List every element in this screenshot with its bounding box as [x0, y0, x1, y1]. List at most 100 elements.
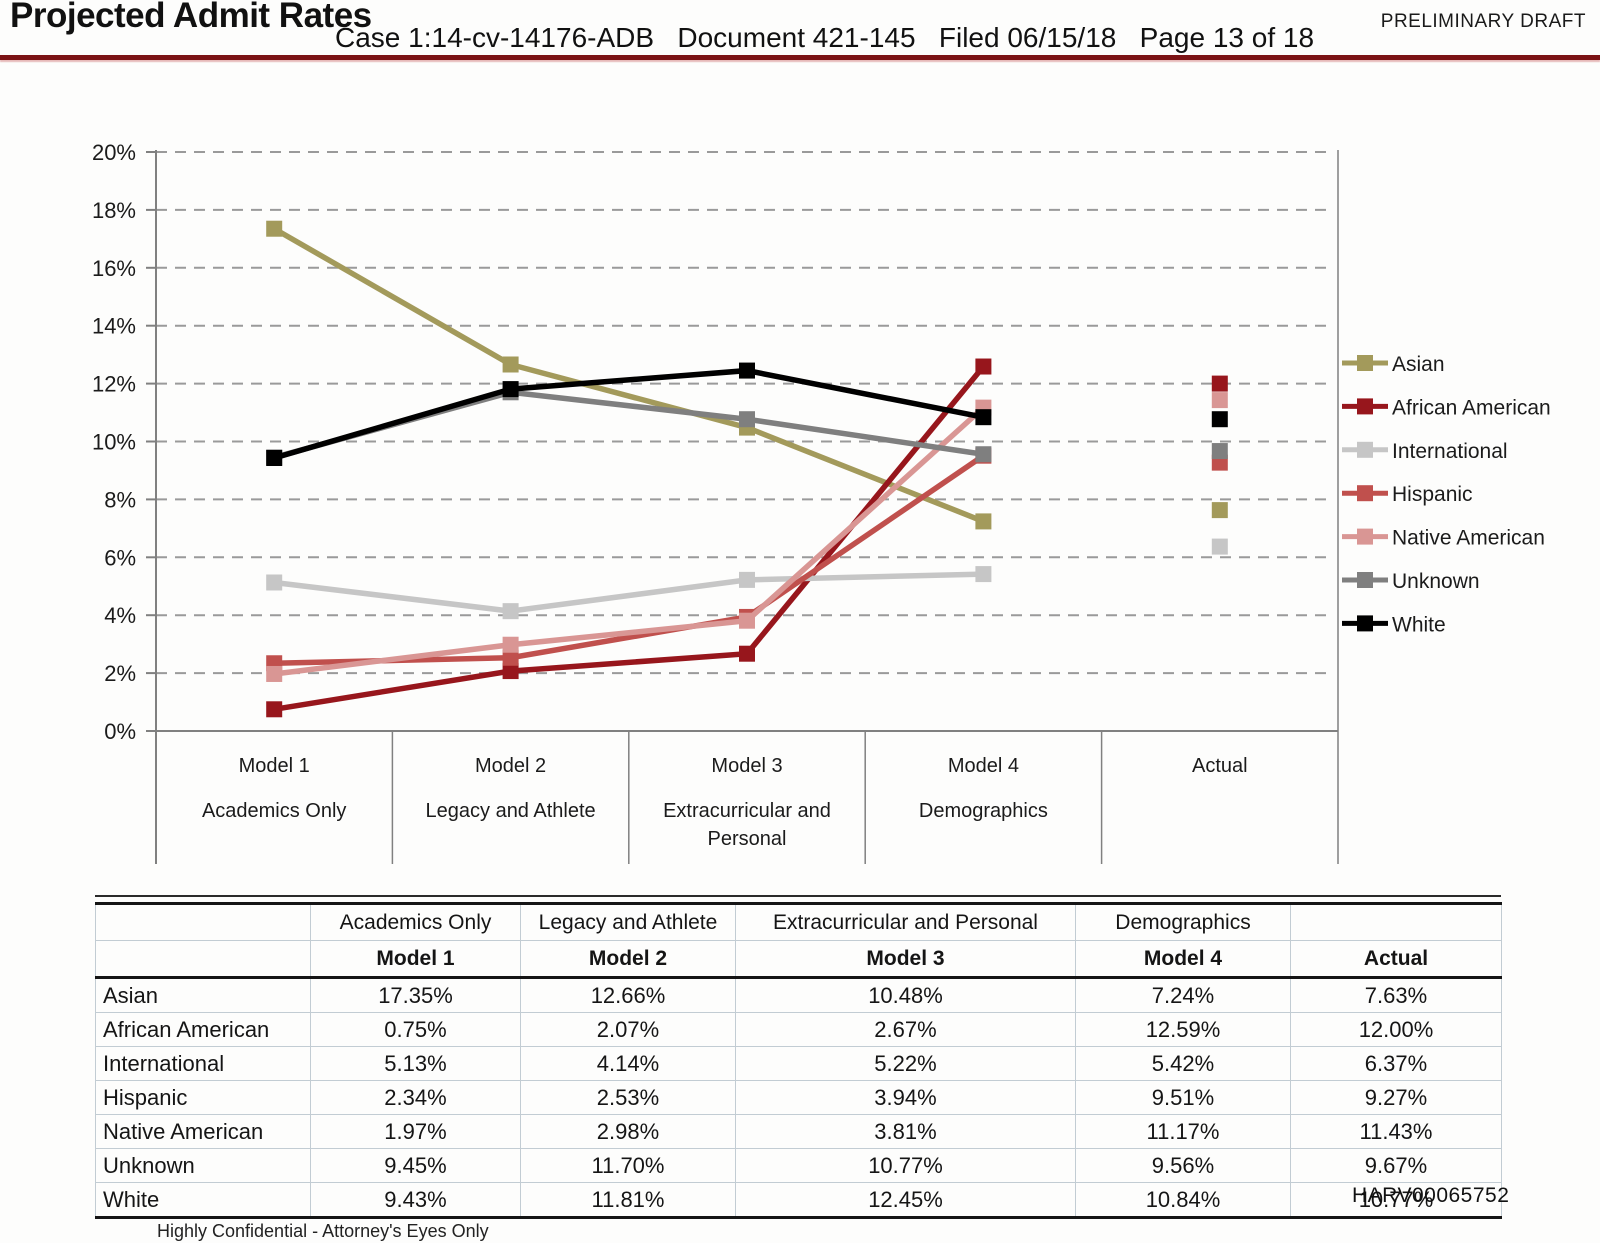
page-title: Projected Admit Rates [10, 0, 372, 35]
value-cell: 9.27% [1290, 1080, 1502, 1115]
column-header-cell: Actual [1290, 940, 1502, 979]
y-tick-label: 16% [92, 256, 136, 281]
row-label-cell: Unknown [95, 1148, 311, 1183]
value-cell: 1.97% [310, 1114, 521, 1149]
series-international-marker [266, 574, 283, 591]
series-international [266, 538, 1228, 620]
legend-label: White [1392, 613, 1446, 636]
y-tick-label: 2% [104, 661, 136, 686]
category-sublabel: Academics Only [202, 800, 347, 822]
y-tick-label: 18% [92, 198, 136, 223]
y-tick-label: 10% [92, 430, 136, 455]
value-cell: 7.63% [1290, 977, 1502, 1013]
column-header-cell: Model 2 [520, 940, 736, 979]
series-unknown-actual-marker [1211, 443, 1228, 460]
legend-item-native-american: Native American [1342, 527, 1545, 550]
series-white-marker [739, 362, 755, 379]
y-tick-label: 14% [92, 314, 136, 339]
series-african-american-actual-marker [1211, 375, 1228, 392]
series-african-american [266, 358, 1228, 718]
value-cell: 12.45% [735, 1182, 1076, 1218]
series-asian-marker [975, 513, 992, 530]
value-cell: 10.48% [735, 977, 1076, 1013]
legend-label: Unknown [1392, 570, 1480, 593]
value-cell: 5.22% [735, 1046, 1076, 1081]
legend-label: Native American [1392, 527, 1545, 550]
legend-label: Asian [1392, 353, 1445, 376]
value-cell: 11.70% [520, 1148, 736, 1183]
table-row: Unknown 9.45% 11.70% 10.77% 9.56% 9.67% [95, 1148, 1502, 1183]
value-cell: 7.24% [1075, 977, 1291, 1013]
value-cell: 2.98% [520, 1114, 736, 1149]
row-label-cell: White [95, 1182, 311, 1218]
legend-marker-swatch [1357, 441, 1373, 458]
table-row: Asian 17.35% 12.66% 10.48% 7.24% 7.63% [95, 977, 1502, 1013]
group-header-cell: Demographics [1075, 903, 1291, 941]
series-white-actual-marker [1211, 411, 1228, 428]
group-header-cell: Extracurricular and Personal [735, 903, 1076, 941]
series-native-american-marker [266, 665, 283, 682]
table-row: Hispanic 2.34% 2.53% 3.94% 9.51% 9.27% [95, 1080, 1502, 1115]
series-asian-actual-marker [1211, 502, 1228, 519]
table-row: African American 0.75% 2.07% 2.67% 12.59% 12.… [95, 1012, 1502, 1047]
value-cell: 9.67% [1290, 1148, 1502, 1183]
case-caption: Case 1:14-cv-14176-ADB Document 421-145 … [335, 22, 1315, 53]
column-header-cell: Model 1 [310, 940, 521, 979]
value-cell: 12.59% [1075, 1012, 1291, 1047]
legend-marker-swatch [1357, 398, 1373, 415]
legend-label: Hispanic [1392, 483, 1473, 506]
group-header-cell [95, 903, 311, 941]
column-header-cell [95, 940, 311, 979]
series-unknown [266, 384, 1228, 466]
value-cell: 5.13% [310, 1046, 521, 1081]
row-label-cell: International [95, 1046, 311, 1081]
series-african-american-marker [975, 358, 992, 375]
series-white-marker [502, 381, 519, 398]
column-header-cell: Model 4 [1075, 940, 1291, 979]
table-model-header-row: Model 1 Model 2 Model 3 Model 4 Actual [95, 940, 1502, 979]
legend-item-hispanic: Hispanic [1342, 483, 1473, 506]
group-header-cell: Academics Only [310, 903, 521, 941]
series-native-american-marker [739, 612, 755, 629]
category-sublabel: Legacy and Athlete [426, 800, 596, 822]
legend-label: African American [1392, 396, 1551, 419]
legend-item-unknown: Unknown [1342, 570, 1480, 593]
value-cell: 6.37% [1290, 1046, 1502, 1081]
group-header-cell [1290, 903, 1502, 941]
y-tick-label: 6% [104, 545, 136, 570]
value-cell: 12.00% [1290, 1012, 1502, 1047]
header-rule [0, 55, 1600, 60]
legend-marker-swatch [1357, 572, 1373, 588]
category-label: Model 1 [239, 755, 310, 777]
y-tick-label: 12% [92, 372, 136, 397]
value-cell: 2.07% [520, 1012, 736, 1047]
value-cell: 11.43% [1290, 1114, 1502, 1149]
value-cell: 9.56% [1075, 1148, 1291, 1183]
y-tick-label: 4% [104, 603, 136, 628]
group-header-cell: Legacy and Athlete [520, 903, 736, 941]
value-cell: 2.34% [310, 1080, 521, 1115]
series-international-marker [502, 603, 519, 620]
series-native-american-marker [502, 636, 519, 653]
category-label: Model 3 [711, 755, 782, 777]
category-label: Model 2 [475, 755, 546, 777]
series-african-american-line [273, 364, 986, 713]
legend-marker-swatch [1357, 355, 1373, 371]
series-hispanic [266, 447, 1228, 672]
y-tick-label: 0% [104, 719, 136, 744]
legend-item-white: White [1342, 613, 1446, 636]
series-african-american-marker [739, 645, 755, 662]
value-cell: 10.77% [735, 1148, 1076, 1183]
series-african-american-marker [266, 701, 283, 718]
category-label: Model 4 [948, 755, 1019, 777]
series-international-marker [739, 571, 755, 588]
series-white [266, 362, 1228, 467]
legend-item-african-american: African American [1342, 396, 1551, 419]
series-asian-line [272, 226, 985, 524]
value-cell: 9.51% [1075, 1080, 1291, 1115]
admit-rates-table: Academics Only Legacy and Athlete Extracur… [95, 902, 1502, 1219]
row-label-cell: Native American [95, 1114, 311, 1149]
category-sublabel: Extracurricular and [663, 800, 831, 822]
series-unknown-marker [975, 446, 992, 463]
